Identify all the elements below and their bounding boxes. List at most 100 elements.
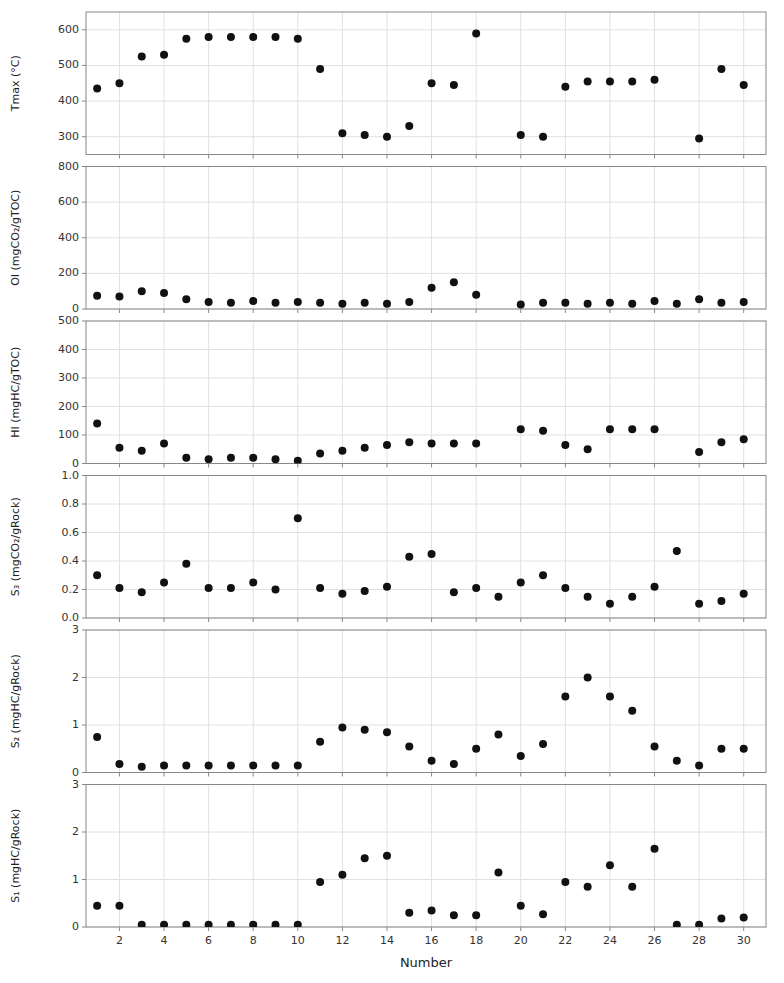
point xyxy=(606,299,614,307)
y-tick xyxy=(82,589,86,590)
grid-line-x xyxy=(654,630,655,773)
point xyxy=(717,597,725,605)
grid-line-x xyxy=(476,167,477,310)
point xyxy=(584,593,592,601)
grid-line-x xyxy=(253,476,254,619)
point xyxy=(93,420,101,428)
x-tick xyxy=(297,309,298,313)
x-tick xyxy=(565,618,566,622)
panel: 300400500600Tmax (°C) xyxy=(9,12,766,159)
x-tick xyxy=(476,464,477,468)
point xyxy=(160,289,168,297)
point xyxy=(628,425,636,433)
grid-line-x xyxy=(699,167,700,310)
point xyxy=(428,906,436,914)
x-tick xyxy=(431,618,432,622)
plot-frame xyxy=(86,785,766,928)
x-tick xyxy=(520,618,521,622)
point xyxy=(517,425,525,433)
x-tick xyxy=(297,155,298,159)
panel: 0100200300400500HI (mgHC/gTOC) xyxy=(9,314,766,470)
point xyxy=(316,299,324,307)
point xyxy=(338,871,346,879)
grid-line-y xyxy=(86,202,766,203)
grid-line-x xyxy=(386,630,387,773)
point xyxy=(584,77,592,85)
y-tick xyxy=(82,561,86,562)
point xyxy=(205,761,213,769)
y-tick-label: 3 xyxy=(72,623,79,636)
point xyxy=(338,129,346,137)
x-tick xyxy=(431,927,432,931)
x-tick-label: 6 xyxy=(205,934,212,947)
y-tick xyxy=(82,630,86,631)
point xyxy=(405,438,413,446)
x-tick xyxy=(431,773,432,777)
x-tick xyxy=(609,618,610,622)
x-tick xyxy=(654,309,655,313)
x-tick xyxy=(342,464,343,468)
point xyxy=(115,444,123,452)
x-tick xyxy=(119,464,120,468)
x-tick xyxy=(654,618,655,622)
point xyxy=(539,571,547,579)
point xyxy=(205,584,213,592)
x-tick xyxy=(164,927,165,931)
point xyxy=(673,757,681,765)
point xyxy=(428,550,436,558)
points xyxy=(93,845,748,927)
grid-line-y xyxy=(86,29,766,30)
x-tick xyxy=(743,618,744,622)
point xyxy=(272,921,280,927)
point xyxy=(450,440,458,448)
point xyxy=(628,593,636,601)
point xyxy=(606,77,614,85)
x-tick xyxy=(253,155,254,159)
point xyxy=(93,733,101,741)
x-tick xyxy=(565,773,566,777)
y-tick xyxy=(82,435,86,436)
y-tick xyxy=(82,349,86,350)
point xyxy=(584,674,592,682)
chart: 300400500600Tmax (°C)0200400600800OI (mg… xyxy=(0,0,784,983)
y-tick xyxy=(82,202,86,203)
grid-line-x xyxy=(164,476,165,619)
y-tick xyxy=(82,309,86,310)
grid-line-x xyxy=(565,476,566,619)
point xyxy=(115,293,123,301)
point xyxy=(115,760,123,768)
y-tick xyxy=(82,784,86,785)
points xyxy=(93,674,748,771)
point xyxy=(695,761,703,769)
x-tick xyxy=(386,773,387,777)
grid-line-x xyxy=(431,476,432,619)
point xyxy=(450,278,458,286)
panel: 0.00.20.40.60.81.0S₃ (mgCO₂/gRock) xyxy=(9,469,766,625)
grid-line-y xyxy=(86,532,766,533)
x-tick xyxy=(520,464,521,468)
point xyxy=(182,454,190,462)
x-tick xyxy=(164,155,165,159)
point xyxy=(227,921,235,927)
grid-line-x xyxy=(342,167,343,310)
grid-line-x xyxy=(654,785,655,928)
point xyxy=(517,131,525,139)
point xyxy=(249,297,257,305)
point xyxy=(651,76,659,84)
point xyxy=(717,745,725,753)
x-tick xyxy=(743,927,744,931)
point xyxy=(405,553,413,561)
y-tick-label: 400 xyxy=(58,94,79,107)
point xyxy=(115,79,123,87)
grid-line-x xyxy=(208,630,209,773)
point xyxy=(383,300,391,308)
point xyxy=(160,578,168,586)
points xyxy=(93,278,748,308)
x-tick xyxy=(654,927,655,931)
point xyxy=(651,845,659,853)
x-tick-label: 8 xyxy=(250,934,257,947)
points xyxy=(93,514,748,608)
grid-line-x xyxy=(119,630,120,773)
point xyxy=(338,300,346,308)
point xyxy=(673,300,681,308)
